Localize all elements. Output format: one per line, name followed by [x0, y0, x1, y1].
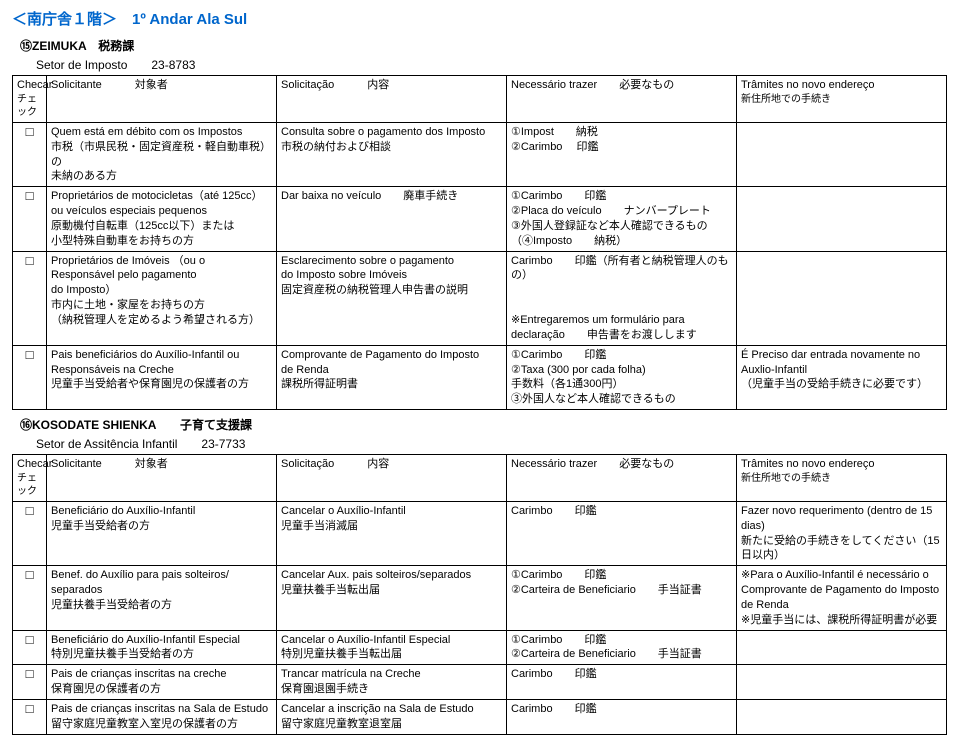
cell-request: Cancelar Aux. pais solteiros/separados 児… [277, 566, 507, 630]
table-row: □ Proprietários de Imóveis （ou o Respons… [13, 251, 947, 345]
cell-applicant: Beneficiário do Auxílio-Infantil 児童手当受給者… [47, 501, 277, 565]
table-zeimuka: Checar チェック Solicitante 対象者 Solicitação … [12, 75, 947, 410]
col-check: Checar チェック [13, 455, 47, 502]
cell-request: Consulta sobre o pagamento dos Imposto 市… [277, 122, 507, 186]
table-row: □ Pais de crianças inscritas na Sala de … [13, 700, 947, 735]
cell-request: Esclarecimento sobre o pagamento do Impo… [277, 251, 507, 345]
col-applicant: Solicitante 対象者 [47, 76, 277, 123]
checkbox-icon[interactable]: □ [26, 253, 34, 268]
cell-tramite [737, 187, 947, 251]
cell-bring: Carimbo 印鑑 [507, 501, 737, 565]
table-row: □ Benef. do Auxílio para pais solteiros/… [13, 566, 947, 630]
cell-request: Dar baixa no veículo 廃車手続き [277, 187, 507, 251]
cell-bring: ①Carimbo 印鑑 ②Taxa (300 por cada folha) 手… [507, 345, 737, 409]
checkbox-icon[interactable]: □ [26, 347, 34, 362]
section-title-zeimuka: ⑮ZEIMUKA 税務課 [20, 37, 947, 54]
cell-tramite [737, 251, 947, 345]
cell-tramite: É Preciso dar entrada novamente no Auxli… [737, 345, 947, 409]
col-request: Solicitação 内容 [277, 455, 507, 502]
col-tramite: Trâmites no novo endereço 新住所地での手続き [737, 455, 947, 502]
checkbox-icon[interactable]: □ [26, 188, 34, 203]
cell-bring: Carimbo 印鑑 [507, 665, 737, 700]
checkbox-icon[interactable]: □ [26, 701, 34, 716]
checkbox-icon[interactable]: □ [26, 503, 34, 518]
cell-applicant: Proprietários de Imóveis （ou o Responsáv… [47, 251, 277, 345]
checkbox-icon[interactable]: □ [26, 124, 34, 139]
cell-tramite [737, 122, 947, 186]
table-row: □ Quem está em débito com os Impostos 市税… [13, 122, 947, 186]
col-applicant: Solicitante 対象者 [47, 455, 277, 502]
cell-tramite [737, 630, 947, 665]
cell-request: Cancelar a inscrição na Sala de Estudo 留… [277, 700, 507, 735]
cell-tramite [737, 700, 947, 735]
cell-applicant: Proprietários de motocicletas（até 125cc）… [47, 187, 277, 251]
cell-applicant: Pais beneficiários do Auxílio-Infantil o… [47, 345, 277, 409]
table-row: □ Pais beneficiários do Auxílio-Infantil… [13, 345, 947, 409]
page-title: ＜南庁舎１階＞ 1º Andar Ala Sul [12, 8, 947, 29]
cell-bring: Carimbo 印鑑 [507, 700, 737, 735]
table-row: □ Pais de crianças inscritas na creche 保… [13, 665, 947, 700]
cell-applicant: Benef. do Auxílio para pais solteiros/ s… [47, 566, 277, 630]
col-bring: Necessário trazer 必要なもの [507, 455, 737, 502]
cell-request: Cancelar o Auxílio-Infantil Especial 特別児… [277, 630, 507, 665]
cell-request: Cancelar o Auxílio-Infantil 児童手当消滅届 [277, 501, 507, 565]
cell-applicant: Pais de crianças inscritas na Sala de Es… [47, 700, 277, 735]
table-row: □ Beneficiário do Auxílio-Infantil Espec… [13, 630, 947, 665]
cell-bring: ①Impost 納税 ②Carimbo 印鑑 [507, 122, 737, 186]
cell-bring: ①Carimbo 印鑑 ②Carteira de Beneficiario 手当… [507, 566, 737, 630]
col-bring: Necessário trazer 必要なもの [507, 76, 737, 123]
cell-request: Comprovante de Pagamento do Imposto de R… [277, 345, 507, 409]
cell-tramite: ※Para o Auxílio-Infantil é necessário o … [737, 566, 947, 630]
cell-applicant: Pais de crianças inscritas na creche 保育園… [47, 665, 277, 700]
cell-request: Trancar matrícula na Creche 保育園退園手続き [277, 665, 507, 700]
section-title-kosodate: ⑯KOSODATE SHIENKA 子育て支援課 [20, 416, 947, 433]
cell-applicant: Beneficiário do Auxílio-Infantil Especia… [47, 630, 277, 665]
checkbox-icon[interactable]: □ [26, 567, 34, 582]
col-tramite: Trâmites no novo endereço 新住所地での手続き [737, 76, 947, 123]
cell-bring: Carimbo 印鑑（所有者と納税管理人のもの） ※Entregaremos u… [507, 251, 737, 345]
section-subtitle-kosodate: Setor de Assitência Infantil 23-7733 [36, 435, 947, 452]
cell-tramite [737, 665, 947, 700]
table-row: □ Beneficiário do Auxílio-Infantil 児童手当受… [13, 501, 947, 565]
cell-applicant: Quem está em débito com os Impostos 市税（市… [47, 122, 277, 186]
table-row: □ Proprietários de motocicletas（até 125c… [13, 187, 947, 251]
cell-bring: ①Carimbo 印鑑 ②Carteira de Beneficiario 手当… [507, 630, 737, 665]
col-request: Solicitação 内容 [277, 76, 507, 123]
col-check: Checar チェック [13, 76, 47, 123]
checkbox-icon[interactable]: □ [26, 666, 34, 681]
cell-tramite: Fazer novo requerimento (dentro de 15 di… [737, 501, 947, 565]
cell-bring: ①Carimbo 印鑑 ②Placa do veículo ナンバープレート ③… [507, 187, 737, 251]
checkbox-icon[interactable]: □ [26, 632, 34, 647]
section-subtitle-zeimuka: Setor de Imposto 23-8783 [36, 56, 947, 73]
table-kosodate: Checar チェック Solicitante 対象者 Solicitação … [12, 454, 947, 735]
